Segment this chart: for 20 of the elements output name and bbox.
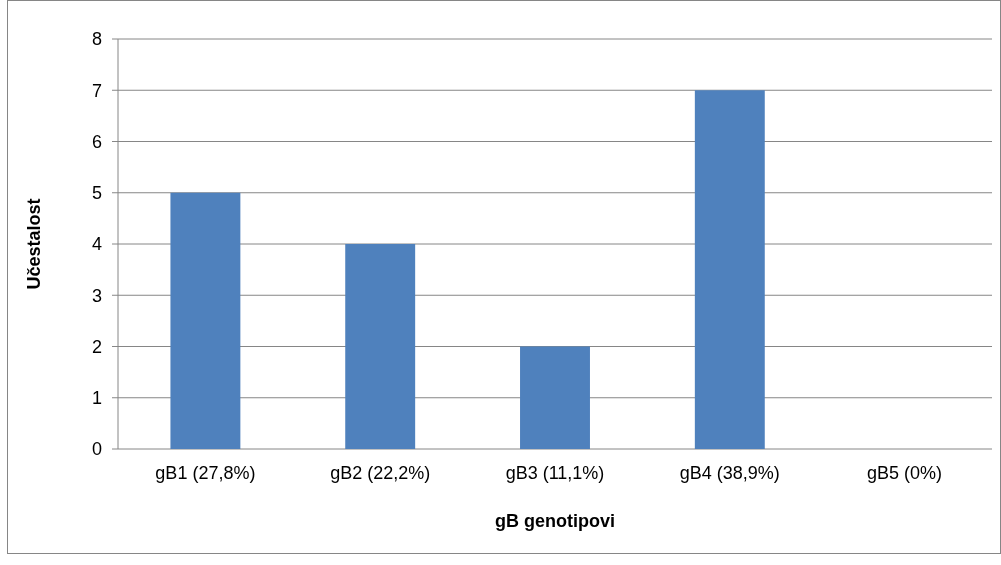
- y-tick-label: 7: [91, 80, 102, 101]
- y-axis-title: Učestalost: [24, 198, 44, 290]
- y-tick-label: 5: [91, 183, 102, 204]
- y-tick-label: 4: [91, 234, 102, 255]
- bar: [694, 90, 765, 449]
- bar: [520, 346, 590, 449]
- y-tick-label: 0: [91, 439, 102, 460]
- bar: [170, 192, 241, 449]
- y-tick-label: 6: [91, 131, 102, 152]
- x-tick-label: gB4 (38,9%): [679, 463, 780, 483]
- y-tick-label: 8: [91, 29, 102, 50]
- y-tick-label: 3: [91, 285, 102, 306]
- y-tick-label: 2: [91, 336, 102, 357]
- y-tick-label: 1: [91, 388, 102, 409]
- bar: [345, 244, 416, 449]
- x-tick-label: gB1 (27,8%): [155, 463, 256, 483]
- x-tick-label: gB5 (0%): [867, 463, 943, 483]
- x-tick-label: gB2 (22,2%): [330, 463, 431, 483]
- x-axis-title: gB genotipovi: [495, 511, 615, 531]
- x-tick-label: gB3 (11,1%): [505, 463, 605, 483]
